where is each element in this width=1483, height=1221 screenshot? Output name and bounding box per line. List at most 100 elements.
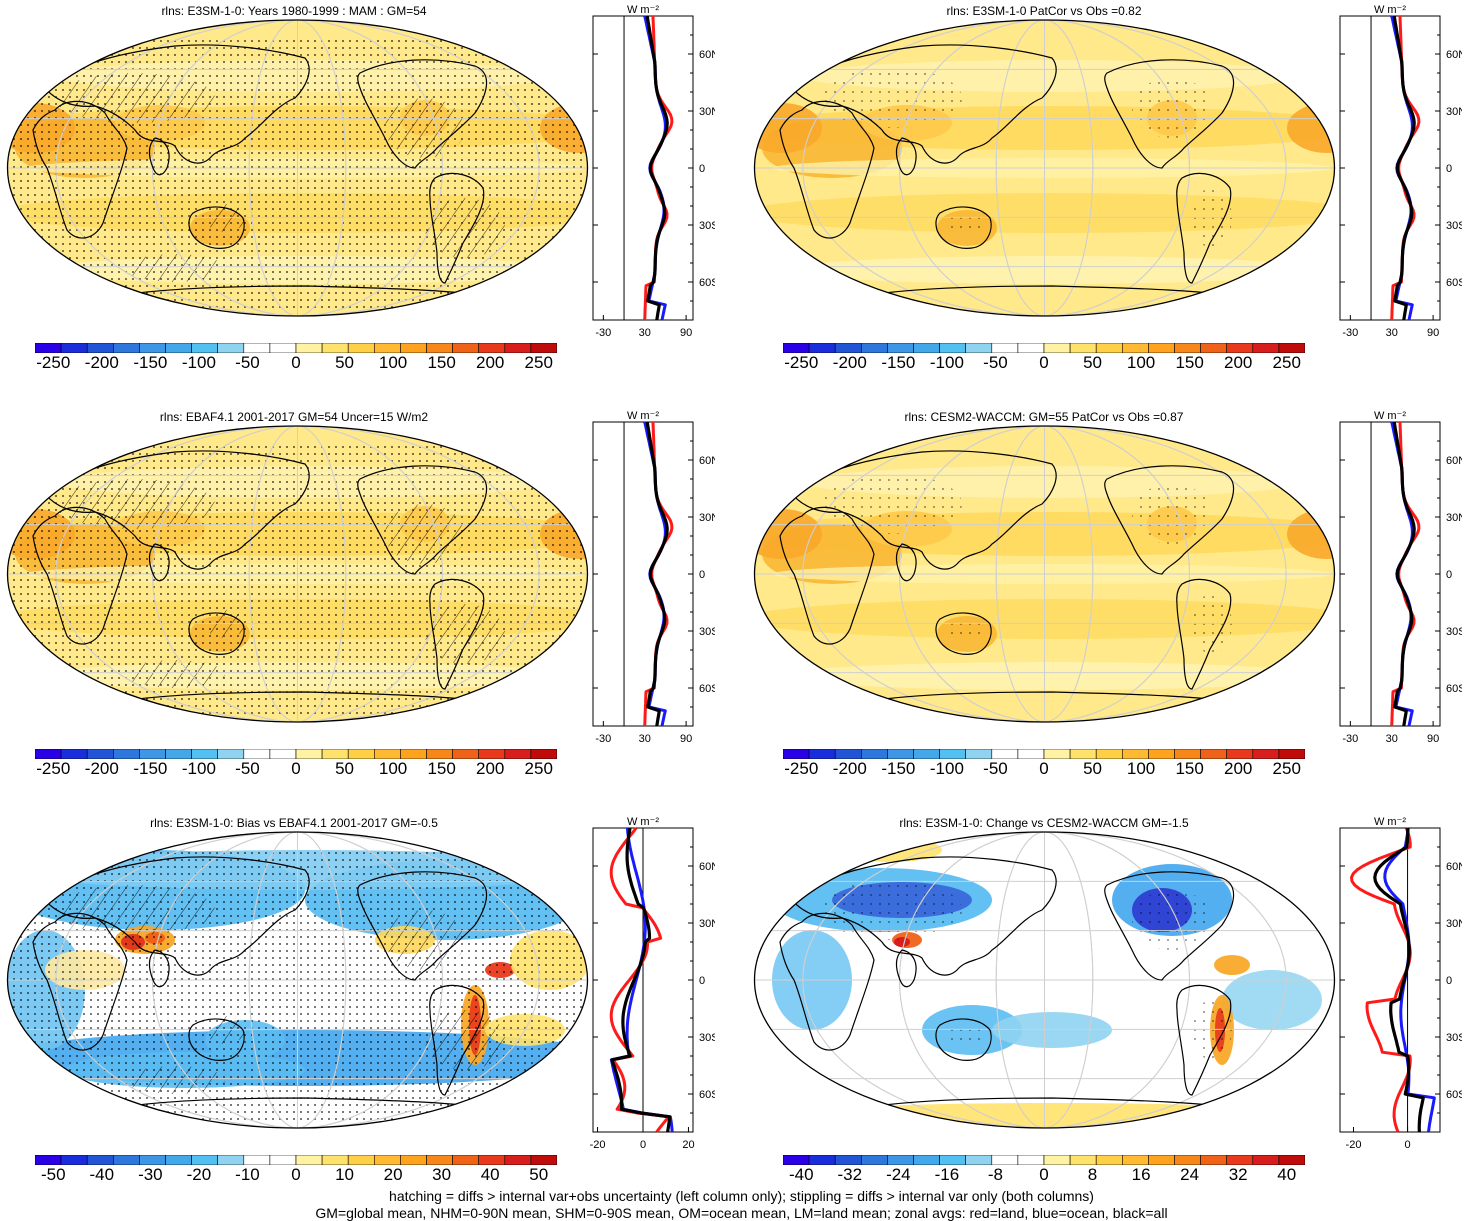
zonal-lat-tick-label: 0 — [1446, 163, 1452, 175]
map-svg — [6, 19, 589, 317]
zonal-x-tick-label: 90 — [680, 733, 692, 745]
zonal-unit-label: W m⁻² — [627, 410, 659, 422]
zonal-lat-tick-label: 30S — [699, 626, 715, 638]
colorbar-tick-label: -100 — [181, 759, 216, 778]
colorbar-swatch — [861, 342, 888, 354]
colorbar-tick-label: -50 — [983, 759, 1008, 778]
colorbar-swatch — [1226, 1154, 1254, 1166]
colorbar-swatch — [991, 748, 1019, 760]
colorbar-swatch — [113, 342, 140, 354]
colorbar-swatch — [191, 342, 219, 354]
zonal-unit-label: W m⁻² — [1374, 816, 1406, 828]
colorbar-tick-label: 0 — [1039, 1165, 1049, 1184]
panel-6-colorbar: -40 -32 -24 -16 -8 0 8 16 24 32 40 — [782, 1152, 1306, 1184]
colorbar-swatch — [139, 1154, 166, 1166]
zonal-lat-tick-label: 60N — [699, 49, 715, 61]
zonal-lat-tick-label: 60S — [699, 683, 715, 695]
colorbar-swatch — [139, 748, 166, 760]
colorbar-swatch — [34, 748, 62, 760]
colorbar-svg — [34, 342, 558, 354]
zonal-all-line — [610, 827, 672, 1133]
colorbar-swatch — [808, 342, 836, 354]
colorbar-swatch — [400, 342, 427, 354]
colorbar-swatch — [295, 342, 323, 354]
colorbar-swatch — [452, 342, 480, 354]
zonal-all-line — [1392, 421, 1416, 727]
zonal-lat-tick-label: 30S — [1446, 1032, 1462, 1044]
zonal-x-tick-label: -30 — [1342, 327, 1358, 339]
colorbar-tick-label: -250 — [784, 353, 819, 372]
colorbar-swatch — [834, 342, 862, 354]
colorbar-svg — [34, 748, 558, 760]
panel-2-zonal-profile: W m⁻² -30 30 90 60N 30N 0 30S 60S — [1322, 2, 1466, 347]
zonal-lat-tick-label: 60S — [699, 1089, 715, 1101]
zonal-lat-tick-label: 60N — [699, 455, 715, 467]
colorbar-tick-label: 40 — [480, 1165, 500, 1184]
colorbar-tick-label: -50 — [235, 759, 260, 778]
colorbar-swatch — [165, 748, 192, 760]
zonal-lat-tick-label: 30S — [1446, 220, 1462, 232]
zonal-svg: W m⁻² -30 30 90 60N 30N 0 30S 60S — [592, 410, 719, 745]
colorbar-swatch — [321, 1154, 349, 1166]
colorbar-swatch — [217, 1154, 245, 1166]
zonal-lat-tick-label: 30N — [1446, 918, 1462, 930]
map-svg — [753, 425, 1336, 723]
panel-5-title: rlns: E3SM-1-0: Bias vs EBAF4.1 2001-201… — [150, 816, 438, 830]
colorbar-tick-label: 20 — [383, 1165, 403, 1184]
colorbar-swatch — [34, 342, 62, 354]
zonal-all-line — [645, 421, 669, 727]
zonal-lat-tick-label: 0 — [699, 569, 705, 581]
zonal-x-tick-label: -30 — [595, 327, 611, 339]
colorbar-swatch — [913, 748, 940, 760]
colorbar-swatch — [887, 1154, 914, 1166]
colorbar-tick-label: -24 — [886, 1165, 911, 1184]
colorbar-tick-label: -250 — [36, 759, 71, 778]
zonal-svg: W m⁻² -30 30 90 60N 30N 0 30S 60S — [1339, 4, 1466, 339]
zonal-x-tick-label: -20 — [590, 1139, 606, 1151]
colorbar-tick-label: -200 — [84, 353, 119, 372]
colorbar-swatch — [321, 748, 349, 760]
panel-4-map — [752, 424, 1337, 724]
colorbar-swatch — [478, 342, 506, 354]
panel-6-zonal-profile: W m⁻² -20 0 60N 30N 0 30S 60S — [1322, 814, 1466, 1159]
zonal-lat-tick-label: 60N — [699, 861, 715, 873]
colorbar-swatch — [452, 1154, 480, 1166]
colorbar-swatch — [269, 748, 297, 760]
zonal-lat-tick-label: 30N — [1446, 512, 1462, 524]
colorbar-swatch — [1069, 1154, 1097, 1166]
colorbar-swatch — [808, 748, 836, 760]
colorbar-swatch — [347, 748, 375, 760]
map-svg — [753, 19, 1336, 317]
colorbar-tick-label: 200 — [475, 353, 505, 372]
colorbar-swatch — [34, 1154, 62, 1166]
colorbar-swatch — [113, 1154, 140, 1166]
zonal-lat-tick-label: 0 — [699, 975, 705, 987]
panel-4-colorbar: -250 -200 -150 -100 -50 0 50 100 150 200 250 — [782, 746, 1306, 778]
colorbar-tick-label: -200 — [84, 759, 119, 778]
zonal-x-tick-label: 30 — [639, 733, 651, 745]
colorbar-tick-label: -50 — [235, 353, 260, 372]
colorbar-tick-label: -100 — [929, 353, 964, 372]
zonal-svg: W m⁻² -20 0 60N 30N 0 30S 60S — [1339, 816, 1466, 1151]
colorbar-tick-label: 0 — [1039, 353, 1049, 372]
panel-6-map — [752, 830, 1337, 1130]
colorbar-swatch — [269, 342, 297, 354]
colorbar-swatch — [913, 1154, 940, 1166]
colorbar-tick-label: 250 — [1272, 759, 1301, 778]
panel-4-zonal-profile: W m⁻² -30 30 90 60N 30N 0 30S 60S — [1322, 408, 1466, 753]
colorbar-swatch — [86, 748, 114, 760]
colorbar-tick-label: 50 — [335, 353, 354, 372]
colorbar-swatch — [400, 1154, 427, 1166]
colorbar-tick-label: 100 — [1126, 759, 1156, 778]
colorbar-swatch — [347, 342, 375, 354]
zonal-x-tick-label: 20 — [682, 1139, 694, 1151]
colorbar-swatch — [1017, 1154, 1045, 1166]
colorbar-swatch — [939, 1154, 967, 1166]
colorbar-tick-label: -100 — [181, 353, 216, 372]
panel-5-zonal-profile: W m⁻² -20 0 20 60N 30N 0 30S 60S — [575, 814, 720, 1159]
colorbar-tick-label: 30 — [432, 1165, 452, 1184]
colorbar-swatch — [165, 1154, 192, 1166]
colorbar-swatch — [1069, 342, 1097, 354]
colorbar-tick-label: -150 — [133, 759, 168, 778]
colorbar-swatch — [373, 342, 401, 354]
